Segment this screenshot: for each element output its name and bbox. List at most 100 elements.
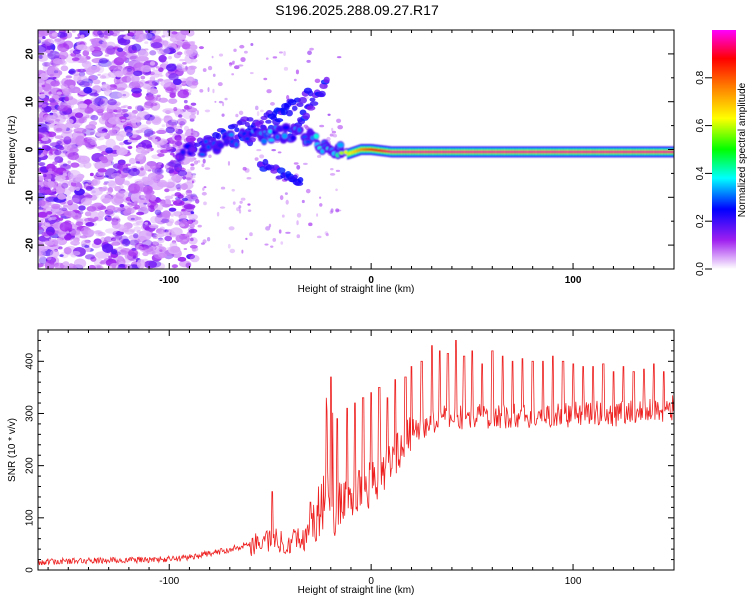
scatter-blob bbox=[330, 167, 334, 171]
trace-strip bbox=[406, 150, 408, 154]
scatter-blob bbox=[39, 93, 46, 99]
trace-strip bbox=[463, 150, 465, 154]
scatter-blob bbox=[189, 223, 195, 229]
trace-strip bbox=[441, 150, 444, 154]
scatter-blob bbox=[164, 115, 170, 119]
scatter-blob bbox=[78, 163, 86, 168]
scatter-blob bbox=[163, 48, 177, 55]
scatter-blob bbox=[190, 58, 198, 63]
trace-strip bbox=[660, 150, 663, 154]
scatter-blob bbox=[51, 146, 57, 150]
scatter-blob bbox=[134, 105, 143, 111]
scatter-blob bbox=[103, 181, 109, 184]
scatter-blob bbox=[170, 214, 174, 217]
scatter-blob bbox=[177, 141, 182, 146]
scatter-blob bbox=[295, 69, 300, 75]
scatter-blob bbox=[97, 168, 107, 173]
scatter-blob bbox=[208, 154, 212, 158]
trace-strip bbox=[481, 150, 484, 154]
scatter-blob bbox=[161, 124, 166, 128]
scatter-blob bbox=[128, 32, 135, 36]
trace-strip bbox=[482, 150, 485, 154]
scatter-blob bbox=[117, 90, 130, 99]
scatter-blob bbox=[147, 136, 153, 141]
trace-strip bbox=[414, 150, 417, 154]
scatter-blob bbox=[165, 87, 174, 94]
scatter-blob bbox=[45, 49, 51, 54]
scatter-blob bbox=[171, 199, 175, 203]
scatter-blob bbox=[49, 99, 57, 103]
scatter-blob bbox=[256, 148, 262, 152]
trace-strip bbox=[643, 150, 646, 154]
scatter-blob bbox=[182, 90, 188, 95]
scatter-blob bbox=[76, 44, 88, 51]
scatter-blob bbox=[68, 263, 74, 267]
scatter-blob bbox=[238, 209, 242, 214]
scatter-blob bbox=[329, 172, 336, 176]
scatter-blob bbox=[126, 132, 133, 137]
scatter-blob bbox=[52, 125, 58, 129]
scatter-blob bbox=[72, 108, 84, 114]
scatter-blob bbox=[48, 66, 55, 71]
scatter-blob bbox=[336, 56, 342, 59]
scatter-blob bbox=[136, 259, 146, 269]
trace-strip bbox=[596, 150, 599, 154]
scatter-blob bbox=[74, 36, 80, 40]
scatter-blob bbox=[167, 178, 176, 186]
scatter-blob bbox=[85, 222, 95, 227]
scatter-blob bbox=[256, 111, 260, 117]
scatter-blob bbox=[181, 208, 187, 212]
trace-strip bbox=[397, 150, 400, 154]
scatter-blob bbox=[74, 112, 84, 118]
trace-strip bbox=[428, 150, 430, 154]
scatter-blob bbox=[283, 66, 289, 71]
scatter-blob bbox=[54, 38, 65, 45]
sideband-blob bbox=[286, 109, 293, 117]
scatter-blob bbox=[179, 58, 186, 62]
trace-strip bbox=[470, 150, 473, 154]
scatter-blob bbox=[117, 256, 124, 262]
scatter-blob bbox=[250, 43, 254, 46]
scatter-blob bbox=[172, 200, 185, 206]
trace-strip bbox=[385, 149, 388, 153]
scatter-blob bbox=[168, 218, 175, 224]
scatter-blob bbox=[296, 213, 302, 218]
scatter-blob bbox=[116, 55, 128, 63]
trace-strip bbox=[537, 150, 539, 154]
scatter-blob bbox=[190, 102, 197, 106]
scatter-blob bbox=[104, 35, 108, 39]
scatter-blob bbox=[66, 230, 70, 234]
scatter-blob bbox=[38, 256, 48, 265]
scatter-blob bbox=[218, 53, 224, 57]
scatter-blob bbox=[169, 172, 175, 177]
trace-strip bbox=[443, 150, 446, 154]
scatter-blob bbox=[128, 202, 136, 208]
scatter-blob bbox=[111, 249, 118, 255]
scatter-blob bbox=[202, 187, 205, 191]
trace-strip bbox=[459, 150, 462, 154]
scatter-blob bbox=[179, 161, 184, 165]
trace-strip bbox=[612, 150, 614, 154]
trace-strip bbox=[371, 148, 373, 151]
scatter-blob bbox=[87, 264, 97, 269]
scatter-blob bbox=[160, 79, 172, 87]
scatter-blob bbox=[204, 167, 211, 170]
snr-series-line bbox=[38, 340, 674, 566]
sideband-blob bbox=[265, 119, 272, 124]
trace-strip bbox=[508, 150, 510, 154]
scatter-blob bbox=[164, 163, 174, 170]
scatter-blob bbox=[122, 238, 131, 247]
scatter-blob bbox=[67, 151, 80, 161]
scatter-blob bbox=[265, 226, 271, 231]
scatter-blob bbox=[38, 158, 41, 163]
trace-strip bbox=[613, 150, 616, 154]
trace-strip bbox=[598, 150, 601, 154]
sideband-blob bbox=[234, 127, 240, 133]
scatter-blob bbox=[197, 224, 202, 228]
scatter-blob bbox=[156, 207, 161, 211]
scatter-blob bbox=[247, 209, 252, 212]
scatter-blob bbox=[332, 134, 338, 138]
scatter-blob bbox=[169, 204, 174, 206]
scatter-blob bbox=[181, 82, 187, 87]
